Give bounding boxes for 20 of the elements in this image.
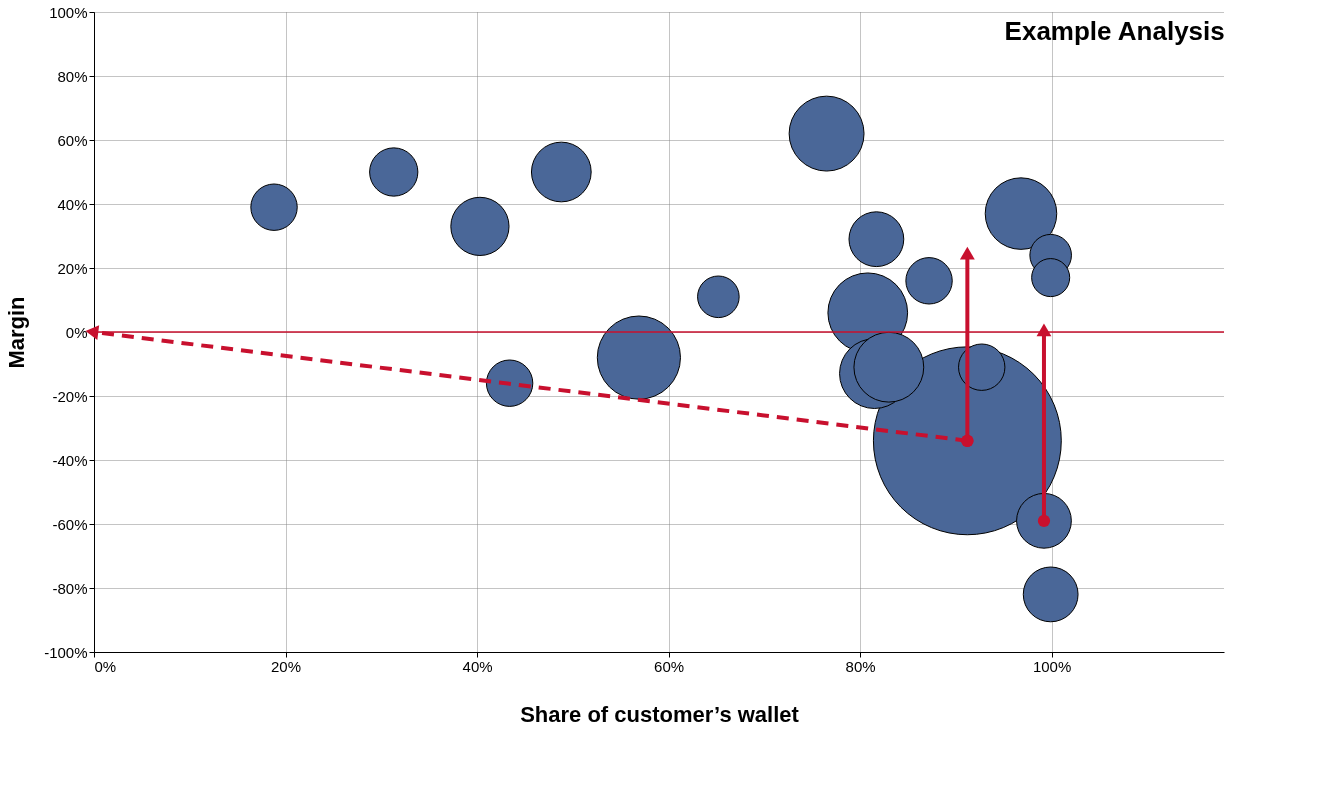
x-tick-label: 40% <box>462 657 493 675</box>
x-tick-label: 60% <box>654 657 685 675</box>
x-tick-label: 20% <box>271 657 302 675</box>
y-tick-label: -40% <box>52 451 88 469</box>
y-tick-label: -100% <box>44 643 88 661</box>
x-axis-title: Share of customer’s wallet <box>520 701 800 727</box>
y-tick-label: 80% <box>57 67 88 85</box>
x-tick-label: 0% <box>94 657 117 675</box>
y-tick-label: -20% <box>52 387 88 405</box>
chart-title: Example Analysis <box>1004 16 1225 46</box>
y-tick-label: 40% <box>57 195 88 213</box>
y-axis-title: Margin <box>4 296 30 369</box>
y-tick-label: 0% <box>65 323 88 341</box>
x-tick-label: 100% <box>1032 657 1072 675</box>
x-tick-label: 80% <box>845 657 876 675</box>
y-tick-label: -80% <box>52 579 88 597</box>
y-tick-label: -60% <box>52 515 88 533</box>
y-tick-label: 60% <box>57 131 88 149</box>
y-tick-label: 100% <box>49 3 88 21</box>
y-tick-label: 20% <box>57 259 88 277</box>
